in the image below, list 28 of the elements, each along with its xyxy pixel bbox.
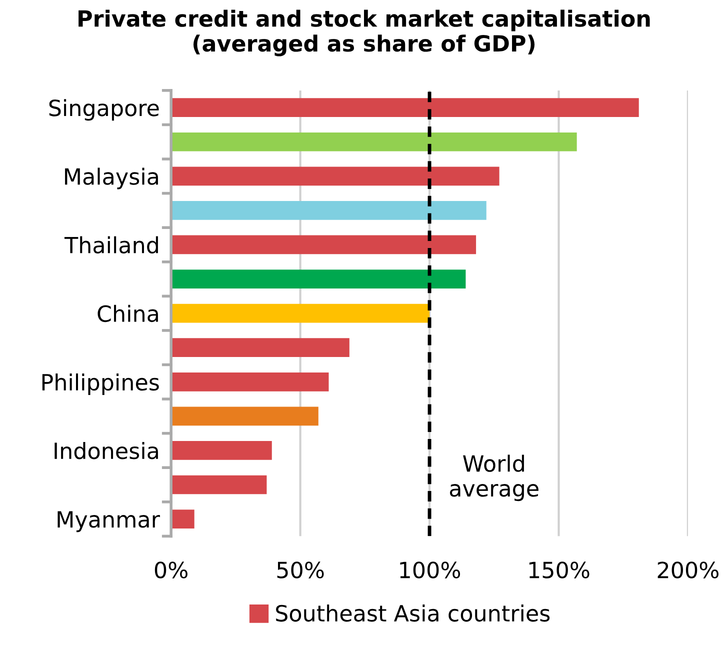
y-tick-label: Philippines bbox=[42, 373, 159, 395]
bar bbox=[171, 441, 272, 460]
x-tick-label: 200% bbox=[658, 562, 718, 578]
x-tick-label: 100% bbox=[400, 562, 460, 578]
y-tick-label: Malaysia bbox=[65, 168, 158, 190]
ref-line-label: World average bbox=[450, 454, 538, 502]
y-tick-label: Myanmar bbox=[58, 511, 160, 532]
legend-label: Southeast Asia countries bbox=[276, 604, 550, 622]
bar bbox=[171, 510, 194, 528]
y-tick-label: Thailand bbox=[64, 236, 158, 254]
bar bbox=[171, 475, 267, 494]
bar bbox=[171, 304, 430, 323]
bar bbox=[171, 406, 318, 426]
bar bbox=[171, 235, 476, 254]
y-tick-label: Indonesia bbox=[54, 442, 158, 460]
x-tick-label: 150% bbox=[529, 562, 590, 578]
y-tick-label: Singapore bbox=[49, 99, 159, 121]
bar bbox=[171, 270, 466, 288]
bar bbox=[171, 372, 329, 392]
y-tick-label: China bbox=[98, 304, 158, 322]
bar bbox=[171, 166, 500, 186]
x-tick-label: 50% bbox=[277, 562, 324, 578]
chart-title: Private credit and stock market capitalisation (averaged as share of GDP) bbox=[78, 10, 650, 56]
bar bbox=[171, 98, 639, 118]
x-tick-label: 0% bbox=[154, 562, 188, 578]
bar bbox=[171, 338, 350, 358]
bar bbox=[171, 201, 486, 220]
bar bbox=[171, 132, 577, 152]
